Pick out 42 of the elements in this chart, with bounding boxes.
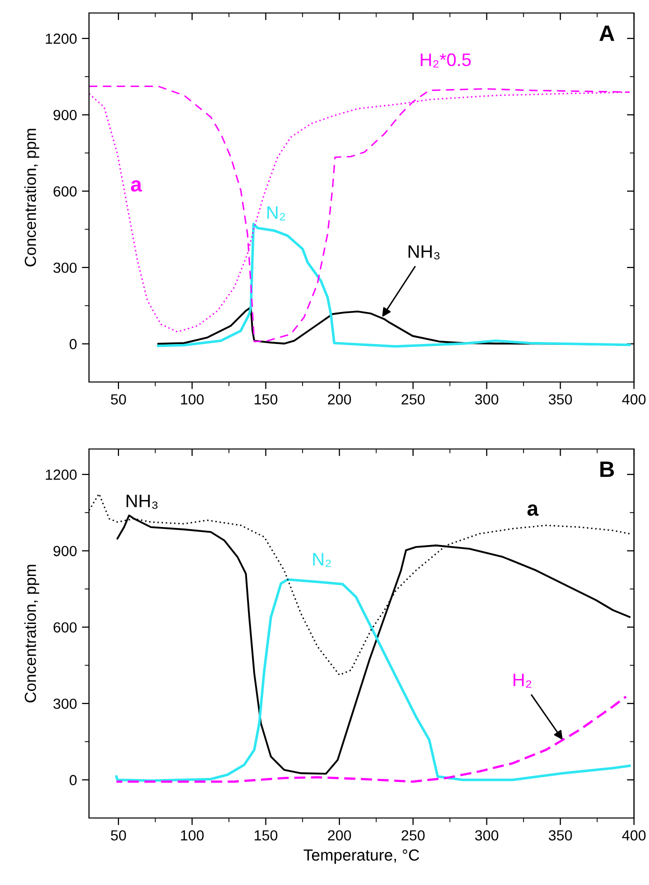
y-tick-label: 0 (70, 774, 77, 786)
x-tick-label: 250 (402, 394, 425, 405)
x-tick-label: 200 (328, 830, 351, 841)
y-tick-label: 600 (54, 186, 77, 197)
annotation: B (600, 462, 614, 477)
y-tick-label: 1200 (46, 34, 77, 44)
annotation: NH₃ (126, 494, 158, 509)
x-tick-label: 250 (402, 830, 425, 841)
x-tick-label: 200 (328, 394, 351, 405)
x-tick-label: 100 (181, 830, 204, 841)
y-tick-label: 300 (53, 262, 77, 273)
x-tick-label: 300 (475, 830, 498, 841)
x-tick-label: 350 (548, 830, 572, 841)
annotation: a (527, 504, 539, 516)
x-tick-label: 150 (254, 394, 278, 405)
y-axis-title: Concentration, ppm (24, 564, 40, 702)
annotation: a (130, 180, 142, 192)
x-tick-label: 350 (548, 394, 572, 405)
x-tick-label: 50 (110, 830, 126, 841)
annotation: H₂*0.5 (420, 53, 471, 68)
y-tick-label: 900 (54, 546, 77, 556)
y-tick-label: 600 (54, 622, 77, 633)
x-tick-label: 300 (475, 394, 498, 405)
x-tick-label: 400 (622, 394, 646, 405)
annotation: N₂ (267, 206, 286, 220)
line-series (115, 578, 631, 782)
x-axis-title: Temperature, °C (304, 849, 420, 864)
y-tick-label: 300 (53, 698, 77, 709)
y-axis-title: Concentration, ppm (24, 128, 40, 266)
y-tick-label: 0 (70, 338, 77, 350)
x-tick-label: 100 (181, 394, 204, 405)
annotation: NH₃ (408, 245, 440, 260)
annotation: A (599, 26, 614, 41)
annotation: N₂ (313, 553, 331, 568)
line-series (115, 696, 628, 783)
x-tick-label: 150 (254, 830, 278, 841)
y-tick-label: 1200 (46, 470, 77, 480)
x-tick-label: 50 (110, 394, 126, 405)
annotation: H₂ (514, 674, 532, 688)
y-tick-label: 900 (54, 110, 77, 120)
line-series (156, 222, 631, 348)
x-tick-label: 400 (622, 830, 646, 841)
